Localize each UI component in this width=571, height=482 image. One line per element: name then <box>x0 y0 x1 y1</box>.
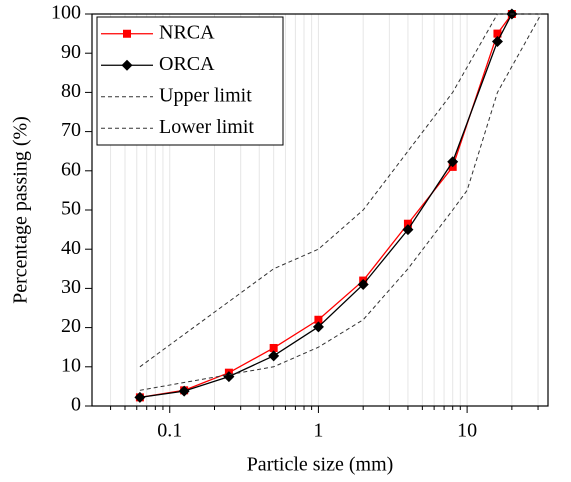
x-axis-label: Particle size (mm) <box>247 454 394 476</box>
legend-label: ORCA <box>159 53 215 75</box>
legend-marker <box>121 59 133 71</box>
legend-label: NRCA <box>159 21 215 43</box>
legend-box <box>96 16 284 146</box>
y-tick-label: 0 <box>71 394 81 416</box>
marker <box>312 321 324 333</box>
y-tick-label: 60 <box>61 158 81 180</box>
y-tick-label: 50 <box>61 198 81 220</box>
legend-label: Lower limit <box>159 116 254 138</box>
legend-marker <box>123 29 131 38</box>
y-axis-label: Percentage passing (%) <box>10 116 32 304</box>
x-tick-label: 0.1 <box>157 420 182 442</box>
marker <box>268 350 280 362</box>
x-tick-label: 10 <box>457 420 477 442</box>
marker <box>491 35 503 47</box>
legend-label: Upper limit <box>159 84 252 106</box>
marker <box>403 219 412 228</box>
marker <box>447 156 459 168</box>
x-tick-label: 1 <box>313 420 323 442</box>
y-tick-label: 90 <box>61 41 81 63</box>
y-tick-label: 70 <box>61 119 81 141</box>
y-tick-label: 20 <box>61 315 81 337</box>
series-line <box>139 13 542 368</box>
marker <box>357 278 369 290</box>
y-tick-label: 80 <box>61 80 81 102</box>
marker <box>269 343 278 352</box>
marker <box>134 391 146 403</box>
y-tick-label: 100 <box>51 2 81 24</box>
plot-frame <box>91 13 549 407</box>
series-line <box>139 13 513 399</box>
y-tick-label: 30 <box>61 276 81 298</box>
y-tick-label: 40 <box>61 237 81 259</box>
marker <box>178 385 190 397</box>
y-tick-label: 10 <box>61 354 81 376</box>
marker <box>314 315 323 324</box>
marker <box>493 29 502 38</box>
marker <box>402 224 414 236</box>
